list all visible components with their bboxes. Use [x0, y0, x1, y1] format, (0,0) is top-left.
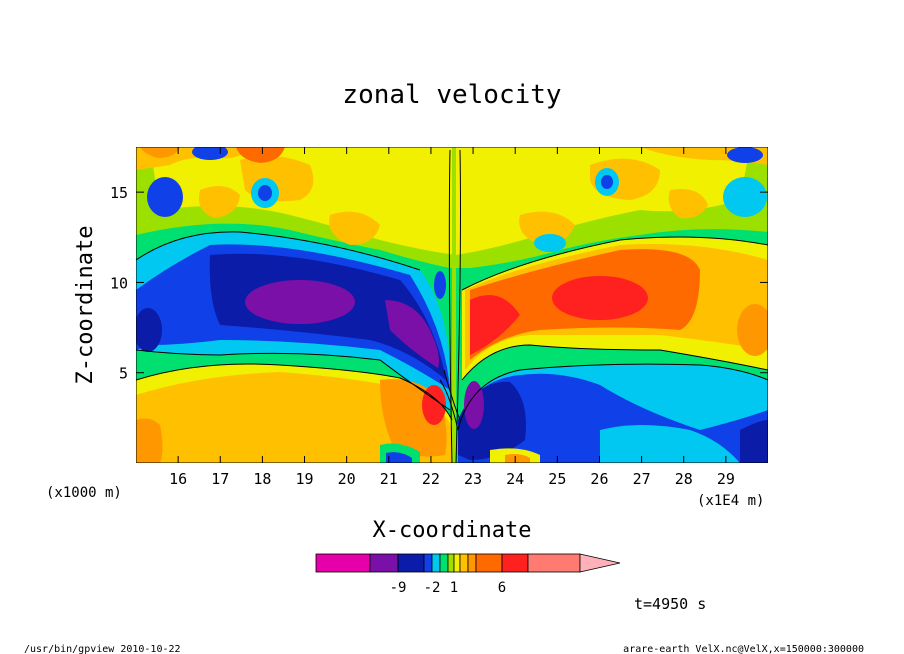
- colorbar: -9 -2 1 6: [315, 553, 621, 596]
- x-tick-label: 28: [675, 470, 693, 488]
- y-axis-label: Z-coordinate: [73, 226, 98, 385]
- colorbar-segment: [475, 553, 503, 573]
- colorbar-segment: [467, 553, 477, 573]
- colorbar-segment: [369, 553, 399, 573]
- x-tick-label: 26: [590, 470, 608, 488]
- footer-left: /usr/bin/gpview 2010-10-22: [24, 644, 181, 654]
- y-tick-label: 10: [110, 274, 128, 292]
- x-tick-label: 21: [380, 470, 398, 488]
- colorbar-segment: [527, 553, 581, 573]
- colorbar-tick-label: -2: [424, 580, 441, 596]
- x-tick-label: 27: [633, 470, 651, 488]
- colorbar-arrow: [579, 553, 621, 573]
- x-axis-label: X-coordinate: [373, 518, 532, 543]
- x-tick-label: 25: [548, 470, 566, 488]
- x-tick-label: 24: [506, 470, 524, 488]
- x-axis-unit-right: (x1E4 m): [697, 493, 764, 509]
- colorbar-segment: [431, 553, 441, 573]
- x-tick-label: 22: [422, 470, 440, 488]
- colorbar-segment: [501, 553, 529, 573]
- y-tick-label: 5: [119, 365, 128, 383]
- x-axis-unit-left: (x1000 m): [46, 485, 122, 501]
- footer-right: arare-earth_VelX.nc@VelX,x=150000:300000: [623, 644, 864, 654]
- x-tick-label: 20: [338, 470, 356, 488]
- x-tick-label: 29: [717, 470, 735, 488]
- colorbar-segment: [459, 553, 469, 573]
- colorbar-segment: [423, 553, 433, 573]
- x-axis-ticks: 16 17 18 19 20 21 22 23 24 25 26 27 28 29: [169, 147, 735, 488]
- x-tick-label: 16: [169, 470, 187, 488]
- time-label: t=4950 s: [634, 595, 706, 613]
- y-axis-ticks: 5 10 15: [110, 184, 768, 383]
- x-tick-label: 19: [296, 470, 314, 488]
- x-tick-label: 23: [464, 470, 482, 488]
- colorbar-segment: [453, 553, 461, 573]
- y-tick-label: 15: [110, 184, 128, 202]
- x-tick-label: 18: [253, 470, 271, 488]
- chart-title: zonal velocity: [342, 80, 561, 110]
- colorbar-tick-label: 6: [498, 580, 506, 596]
- colorbar-segment: [439, 553, 449, 573]
- colorbar-segment: [315, 553, 371, 573]
- contour-field: [136, 147, 768, 463]
- colorbar-segment: [447, 553, 455, 573]
- x-tick-label: 17: [211, 470, 229, 488]
- colorbar-tick-label: -9: [390, 580, 407, 596]
- colorbar-segment: [397, 553, 425, 573]
- colorbar-tick-label: 1: [450, 580, 458, 596]
